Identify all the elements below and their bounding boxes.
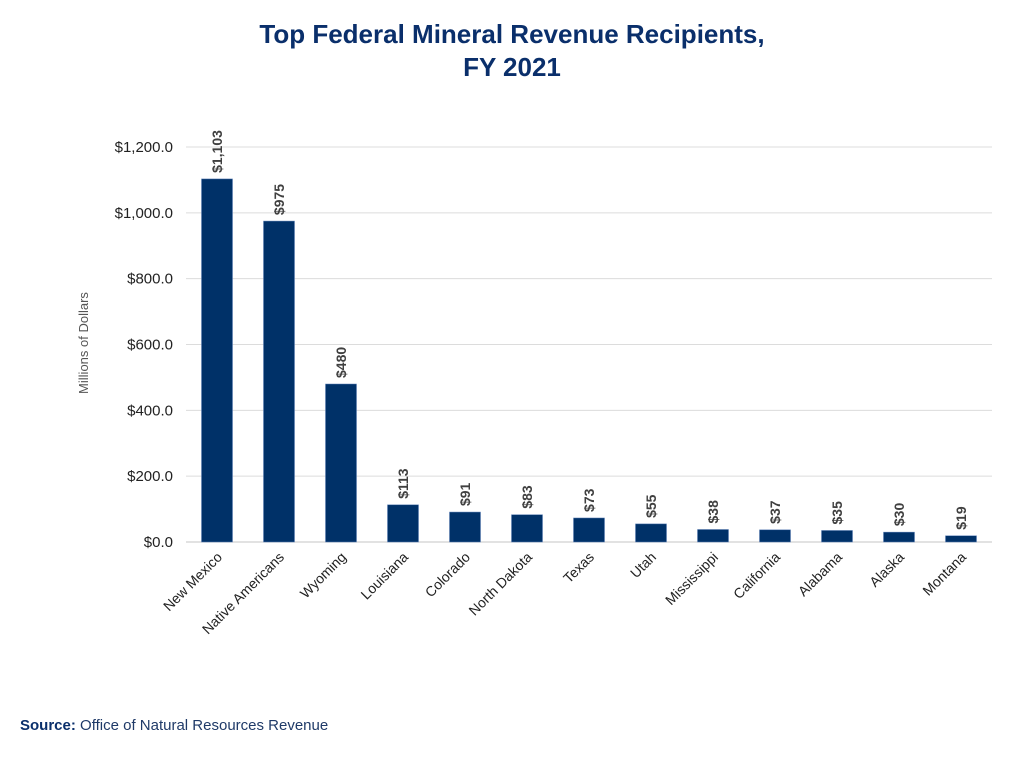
chart-title-line1: Top Federal Mineral Revenue Recipients, xyxy=(259,19,765,49)
data-label: $113 xyxy=(395,468,411,499)
y-tick-label: $1,000.0 xyxy=(115,205,173,222)
y-tick-label: $1,200.0 xyxy=(115,139,173,156)
data-label: $1,103 xyxy=(209,130,225,173)
data-label: $73 xyxy=(581,488,597,512)
bar xyxy=(325,383,357,543)
bar xyxy=(387,504,419,543)
y-axis-label: Millions of Dollars xyxy=(76,292,91,394)
data-label: $55 xyxy=(643,494,659,518)
category-label: California xyxy=(730,549,783,602)
y-tick-label: $800.0 xyxy=(127,271,173,288)
data-label: $975 xyxy=(271,184,287,215)
category-label: Wyoming xyxy=(297,549,349,601)
source-label: Source: xyxy=(20,717,76,734)
y-tick-label: $0.0 xyxy=(144,534,173,551)
data-label: $38 xyxy=(705,500,721,524)
data-label: $480 xyxy=(333,347,349,378)
y-tick-label: $600.0 xyxy=(127,337,173,354)
category-label: Mississippi xyxy=(662,549,721,608)
data-label: $91 xyxy=(457,482,473,506)
data-labels: $1,103 $975 $480 $113 $91 $83 $73 $55 $38 $37 $35 $… xyxy=(209,130,969,530)
data-label: $83 xyxy=(519,485,535,509)
bar xyxy=(697,529,729,543)
bar-chart: $0.0 $200.0 $400.0 $600.0 $800.0 $1,000.0 $1,2… xyxy=(76,130,992,637)
bar xyxy=(635,523,667,543)
bar xyxy=(759,529,791,543)
bar xyxy=(883,531,915,543)
bar xyxy=(573,517,605,543)
category-label: Colorado xyxy=(422,549,474,601)
category-label: Alaska xyxy=(866,549,907,590)
data-label: $19 xyxy=(953,506,969,530)
source-note: Source: Office of Natural Resources Reve… xyxy=(20,717,328,734)
bar xyxy=(945,535,977,543)
category-label: New Mexico xyxy=(160,549,225,614)
category-label: Montana xyxy=(919,549,969,599)
category-label: Texas xyxy=(560,549,597,586)
source-text: Office of Natural Resources Revenue xyxy=(80,717,329,734)
bar xyxy=(449,511,481,543)
data-label: $37 xyxy=(767,500,783,524)
bar xyxy=(263,220,295,543)
category-label: Utah xyxy=(627,549,659,581)
data-label: $30 xyxy=(891,503,907,527)
category-label: North Dakota xyxy=(465,549,535,619)
y-tick-label: $400.0 xyxy=(127,402,173,419)
bar xyxy=(201,178,233,543)
data-label: $35 xyxy=(829,501,845,525)
y-axis-ticks: $0.0 $200.0 $400.0 $600.0 $800.0 $1,000.0 $1,2… xyxy=(115,139,173,551)
gridlines xyxy=(186,146,992,543)
chart-title: Top Federal Mineral Revenue Recipients, … xyxy=(0,18,1024,84)
bars xyxy=(201,178,977,543)
category-label: Alabama xyxy=(795,549,846,600)
bar xyxy=(821,530,853,543)
y-tick-label: $200.0 xyxy=(127,468,173,485)
category-label: Louisiana xyxy=(357,549,411,603)
bar xyxy=(511,514,543,543)
chart-title-line2: FY 2021 xyxy=(463,52,561,82)
